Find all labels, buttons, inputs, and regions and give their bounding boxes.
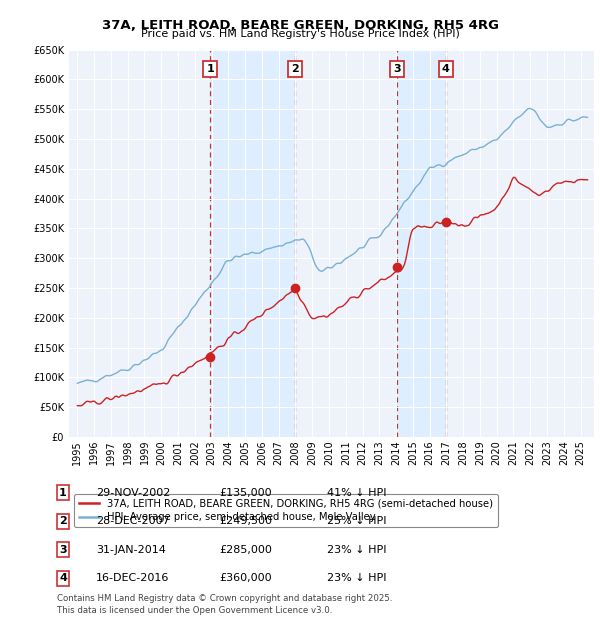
Text: £360,000: £360,000 — [219, 574, 272, 583]
Text: Contains HM Land Registry data © Crown copyright and database right 2025.
This d: Contains HM Land Registry data © Crown c… — [57, 594, 392, 615]
Text: 3: 3 — [59, 545, 67, 555]
Text: 25% ↓ HPI: 25% ↓ HPI — [327, 516, 386, 526]
Text: 2: 2 — [292, 64, 299, 74]
Text: £135,000: £135,000 — [219, 488, 272, 498]
Text: 1: 1 — [59, 488, 67, 498]
Text: 41% ↓ HPI: 41% ↓ HPI — [327, 488, 386, 498]
Text: 28-DEC-2007: 28-DEC-2007 — [96, 516, 170, 526]
Text: 1: 1 — [206, 64, 214, 74]
Text: 31-JAN-2014: 31-JAN-2014 — [96, 545, 166, 555]
Text: 2: 2 — [59, 516, 67, 526]
Text: £249,500: £249,500 — [219, 516, 272, 526]
Text: 37A, LEITH ROAD, BEARE GREEN, DORKING, RH5 4RG: 37A, LEITH ROAD, BEARE GREEN, DORKING, R… — [101, 19, 499, 32]
Text: 16-DEC-2016: 16-DEC-2016 — [96, 574, 169, 583]
Text: 4: 4 — [442, 64, 449, 74]
Legend: 37A, LEITH ROAD, BEARE GREEN, DORKING, RH5 4RG (semi-detached house), HPI: Avera: 37A, LEITH ROAD, BEARE GREEN, DORKING, R… — [74, 494, 498, 527]
Text: 3: 3 — [394, 64, 401, 74]
Text: 4: 4 — [59, 574, 67, 583]
Bar — [210, 50, 295, 437]
Text: 23% ↓ HPI: 23% ↓ HPI — [327, 574, 386, 583]
Text: £285,000: £285,000 — [219, 545, 272, 555]
Bar — [397, 50, 446, 437]
Text: 23% ↓ HPI: 23% ↓ HPI — [327, 545, 386, 555]
Text: 29-NOV-2002: 29-NOV-2002 — [96, 488, 170, 498]
Text: Price paid vs. HM Land Registry's House Price Index (HPI): Price paid vs. HM Land Registry's House … — [140, 29, 460, 38]
